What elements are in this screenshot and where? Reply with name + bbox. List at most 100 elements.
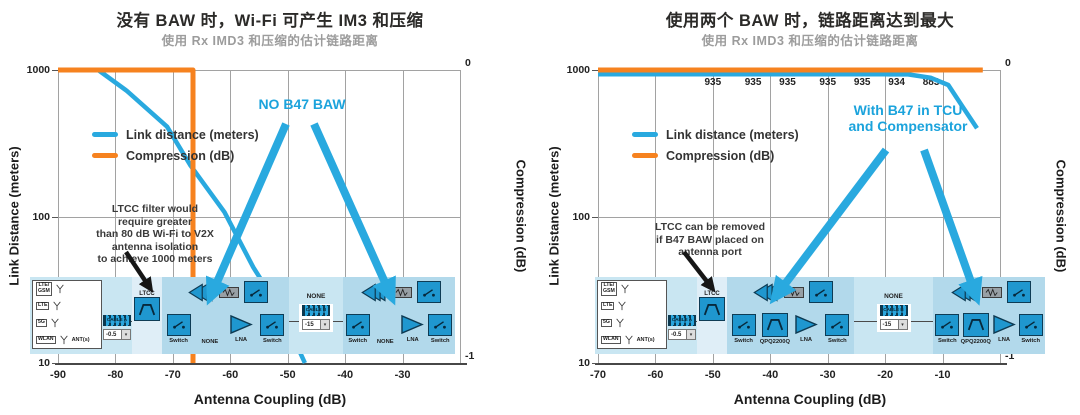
- y-tick: [592, 216, 598, 218]
- cable-a-loss-select[interactable]: -0.5 ▾: [668, 329, 696, 340]
- callout-text: With B47 in TCU and Compensator: [848, 102, 968, 134]
- y-tick: [52, 363, 58, 365]
- slot-label: LNA: [235, 337, 248, 343]
- antenna-label: LTE: [36, 302, 50, 310]
- attenuator-block: [783, 286, 804, 298]
- slot-label: QPQ2200Q: [960, 338, 991, 345]
- dropdown-arrow-icon: ▾: [121, 330, 130, 339]
- antenna-box: LTE/ GSM LTE 5G WLAN ANT(s): [597, 280, 667, 349]
- antenna-icon: [56, 284, 64, 294]
- cable-a-label: CABLE A: [671, 317, 693, 323]
- legend-label: Link distance (meters): [666, 127, 799, 142]
- x-tick-label: -50: [704, 369, 721, 381]
- pa-icon: [752, 282, 778, 302]
- x-tick-label: -40: [337, 369, 354, 381]
- legend-label: Compression (dB): [126, 148, 235, 163]
- switch-block: [166, 313, 191, 336]
- slot-label: Switch: [263, 337, 282, 344]
- slot-label: Switch: [348, 337, 368, 344]
- data-point-label: 935: [779, 77, 796, 88]
- chart-subtitle: 使用 Rx IMD3 和压缩的估计链路距离: [161, 34, 379, 48]
- module-tx-row: [163, 279, 288, 305]
- switch-block: [935, 313, 960, 336]
- slot-label: QPQ2200Q: [759, 338, 791, 345]
- right-axis-line: [1000, 70, 1001, 363]
- rf-module-1: Switch QPQ2200Q LNA Switch: [727, 277, 854, 354]
- attenuator-block: [392, 286, 412, 298]
- series-curves: [598, 67, 983, 130]
- legend-swatch-compression: [92, 153, 118, 158]
- antenna-label: LTE/ GSM: [36, 282, 52, 296]
- switch-icon: [423, 288, 435, 297]
- y-right-tick-label: -1: [1005, 350, 1015, 362]
- cable-b-loss-select[interactable]: -15 ▾: [302, 319, 330, 330]
- legend: Link distance (meters) Compression (dB): [632, 124, 799, 166]
- switch-slot: Switch: [822, 313, 853, 344]
- switch-block: [1007, 281, 1031, 303]
- switch-icon: [434, 321, 447, 329]
- lna-slot: LNA: [991, 314, 1018, 343]
- y-tick-label: 100: [32, 210, 50, 223]
- attenuator-block: [982, 286, 1002, 298]
- slot-label: Switch: [828, 337, 847, 344]
- resistor-icon: [395, 287, 408, 297]
- cable-b-loss-select[interactable]: -15 ▾: [879, 319, 908, 330]
- antenna-label: WLAN: [601, 336, 621, 344]
- mid-none-label: NONE: [306, 293, 326, 300]
- antenna-label: 5G: [36, 319, 47, 327]
- ltcc-label: LTCC: [139, 291, 155, 297]
- legend-label: Link distance (meters): [126, 127, 259, 142]
- y-tick: [52, 216, 58, 218]
- switch-block: [417, 281, 441, 303]
- switch-icon: [351, 321, 364, 329]
- ltcc-filter: LTCC: [697, 277, 727, 354]
- cable-a-loss-value: -0.5: [671, 331, 682, 338]
- switch-slot: Switch: [934, 313, 961, 344]
- x-axis-line: [55, 363, 467, 365]
- legend-item-compression: Compression (dB): [632, 145, 799, 166]
- cable-a: CABLE A -0.5 ▾: [667, 277, 697, 354]
- switch-block: [808, 281, 833, 303]
- filter-icon: [766, 319, 784, 331]
- antenna-row: LTE: [36, 300, 98, 312]
- empty-filter-slot: [197, 313, 223, 337]
- ltcc-label: LTCC: [704, 291, 720, 297]
- cable-a-loss-select[interactable]: -0.5 ▾: [103, 329, 131, 340]
- x-axis-label: Antenna Coupling (dB): [193, 391, 347, 407]
- resistor-icon: [787, 287, 800, 297]
- switch-icon: [737, 321, 750, 329]
- ants-label: ANT(s): [71, 337, 90, 343]
- switch-icon: [1013, 288, 1025, 297]
- legend-swatch-compression: [632, 153, 658, 158]
- switch-icon: [1024, 321, 1037, 329]
- dropdown-arrow-icon: ▾: [686, 330, 695, 339]
- slot-label: Switch: [169, 337, 188, 344]
- x-axis-line: [595, 363, 1007, 365]
- switch-block: [345, 313, 370, 336]
- slot-label: NONE: [201, 338, 219, 345]
- lna-icon: [992, 314, 1016, 335]
- cable-b: CABLE B -15 ▾: [299, 304, 333, 332]
- dropdown-arrow-icon: ▾: [897, 320, 907, 329]
- rf-chain-diagram: LTE/ GSM LTE 5G WLAN ANT(s) CABLE A -0.5 ▾…: [595, 277, 1045, 354]
- switch-slot: Switch: [728, 313, 759, 344]
- x-tick-label: -30: [394, 369, 411, 381]
- slot-label: NONE: [376, 338, 394, 345]
- antenna-icon: [51, 318, 59, 328]
- antenna-icon: [616, 318, 624, 328]
- filter-slot: NONE: [372, 313, 400, 345]
- antenna-label: 5G: [601, 319, 612, 327]
- data-point-label: 883: [922, 77, 940, 88]
- switch-icon: [249, 288, 262, 297]
- chart-panel-two-baw: 使用两个 BAW 时，链路距离达到最大 使用 Rx IMD3 和压缩的估计链路距…: [540, 0, 1080, 415]
- filter-icon: [138, 303, 156, 315]
- pa-icon: [187, 282, 213, 302]
- antenna-row: 5G: [601, 317, 663, 329]
- lna-slot: LNA: [791, 314, 822, 343]
- antenna-row: 5G: [36, 317, 98, 329]
- antenna-label: WLAN: [36, 336, 56, 344]
- slot-label: Switch: [734, 337, 753, 344]
- note-text: LTCC filter would require greater than 8…: [96, 203, 214, 265]
- module-tx-row: [728, 279, 853, 305]
